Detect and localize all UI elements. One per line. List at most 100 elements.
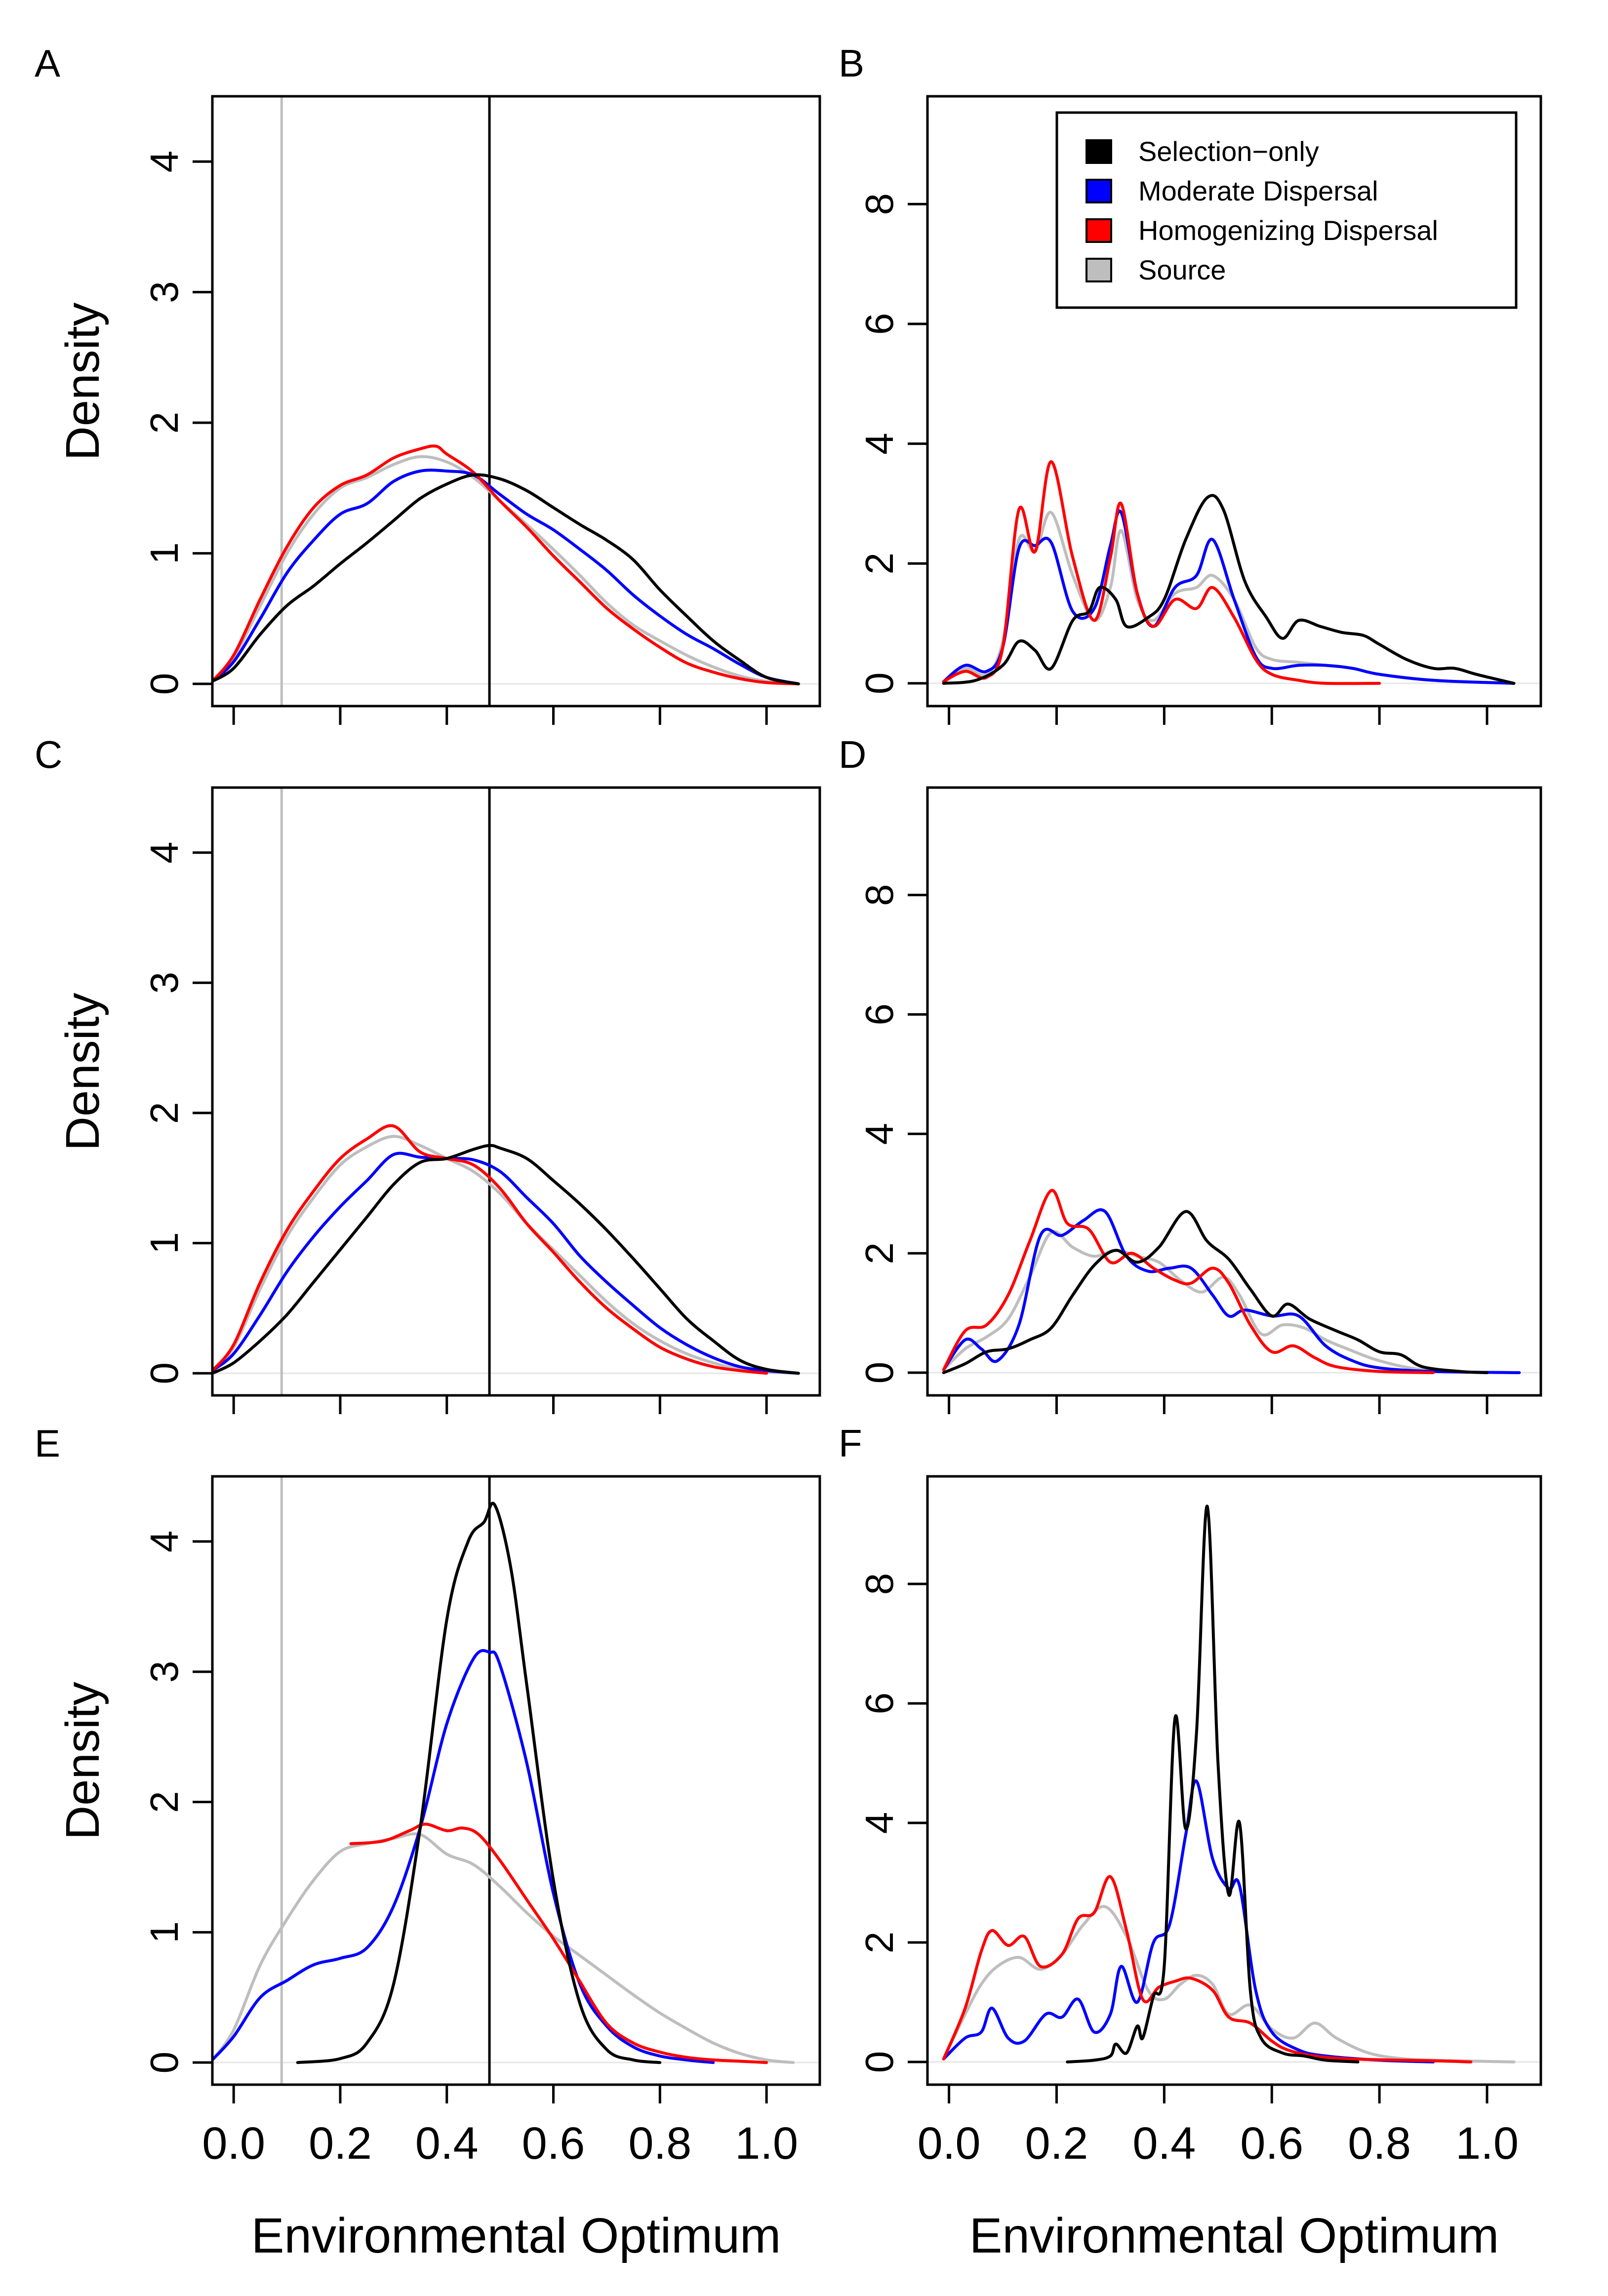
density-curve-d-source <box>942 1230 1489 1374</box>
panel-f: F 0 2 4 6 8 0.0 0.2 0.4 0.6 0.8 1.0 Environmental Op… <box>839 1422 1542 2263</box>
density-curve-b-homogenizing-dispersal <box>942 460 1381 685</box>
density-curve-a-moderate-dispersal <box>212 469 800 685</box>
panel-label-a: A <box>35 41 60 85</box>
y-tick-label-d-6: 6 <box>857 1003 901 1026</box>
y-tick-label-d-0: 0 <box>857 1362 901 1384</box>
panel-label-d: D <box>839 733 866 776</box>
y-tick-label-e-2: 2 <box>142 1791 186 1813</box>
panel-label-c: C <box>35 733 62 776</box>
x-tick-label-e-4: 0.8 <box>628 2118 691 2169</box>
density-curve-d-moderate-dispersal <box>942 1208 1521 1374</box>
y-tick-label-f-8: 8 <box>857 1573 901 1595</box>
panel-label-e: E <box>35 1422 60 1465</box>
curves-c <box>212 1124 800 1375</box>
y-tick-label-e-4: 4 <box>142 1531 186 1553</box>
y-tick-label-c-3: 3 <box>142 972 186 994</box>
y-tick-label-d-2: 2 <box>857 1242 901 1265</box>
x-tick-label-e-0: 0.0 <box>202 2118 265 2169</box>
x-axis-title-e: Environmental Optimum <box>251 2208 781 2263</box>
y-tick-label-a-4: 4 <box>142 151 186 173</box>
curves-e <box>212 1502 795 2064</box>
y-tick-label-b-2: 2 <box>857 553 901 575</box>
x-tick-label-e-1: 0.2 <box>309 2118 372 2169</box>
y-tick-label-a-2: 2 <box>142 412 186 434</box>
y-tick-label-c-2: 2 <box>142 1102 186 1124</box>
y-tick-label-f-2: 2 <box>857 1932 901 1954</box>
y-tick-label-c-0: 0 <box>142 1362 186 1385</box>
legend-label-selection-only: Selection−only <box>1138 136 1319 167</box>
density-curve-c-homogenizing-dispersal <box>212 1124 768 1375</box>
panel-a: A 0 1 2 3 4 Density <box>35 41 821 725</box>
legend-box <box>1055 111 1518 309</box>
x-tick-label-e-2: 0.4 <box>415 2118 479 2169</box>
density-curve-b-selection-only <box>942 494 1516 685</box>
density-curve-d-homogenizing-dispersal <box>942 1189 1435 1374</box>
y-tick-label-d-4: 4 <box>857 1123 901 1145</box>
panel-b: B 0 2 4 6 8 <box>839 41 1542 725</box>
panel-e: E 0 1 2 3 4 0.0 0.2 0.4 0.6 0.8 1.0 Density Environme… <box>35 1422 821 2263</box>
density-curve-e-selection-only <box>296 1502 662 2064</box>
legend-swatch-moderate-dispersal <box>1085 179 1112 203</box>
y-tick-label-a-1: 1 <box>142 542 186 564</box>
y-tick-label-b-8: 8 <box>857 193 901 215</box>
x-tick-label-f-5: 1.0 <box>1455 2118 1519 2169</box>
y-tick-label-c-1: 1 <box>142 1232 186 1254</box>
y-axis-title-a: Density <box>56 302 109 460</box>
y-tick-label-e-3: 3 <box>142 1661 186 1683</box>
plot-frame-a <box>211 95 821 708</box>
y-tick-label-f-0: 0 <box>857 2051 901 2073</box>
density-curve-f-source <box>942 1905 1516 2063</box>
y-tick-label-a-3: 3 <box>142 281 186 303</box>
legend-label-moderate-dispersal: Moderate Dispersal <box>1138 175 1378 206</box>
plot-frame-e <box>211 1475 821 2086</box>
y-tick-label-b-4: 4 <box>857 433 901 455</box>
density-curve-c-moderate-dispersal <box>212 1151 800 1375</box>
panel-d: D 0 2 4 6 8 <box>839 733 1542 1414</box>
y-tick-label-b-6: 6 <box>857 313 901 335</box>
y-tick-label-c-4: 4 <box>142 842 186 864</box>
curves-d <box>942 1189 1521 1374</box>
curves-b <box>942 460 1516 685</box>
x-tick-label-f-4: 0.8 <box>1348 2118 1411 2169</box>
y-tick-label-e-0: 0 <box>142 2052 186 2074</box>
x-tick-label-f-0: 0.0 <box>918 2118 981 2169</box>
x-tick-label-f-2: 0.4 <box>1132 2118 1196 2169</box>
y-tick-label-b-0: 0 <box>857 673 901 695</box>
density-curve-e-homogenizing-dispersal <box>578 1980 768 2064</box>
density-curve-a-source <box>212 455 800 685</box>
density-curve-c-selection-only <box>212 1144 800 1375</box>
density-curve-e-moderate-dispersal <box>212 1649 715 2064</box>
density-curve-a-homogenizing-dispersal <box>212 444 800 685</box>
y-tick-label-f-6: 6 <box>857 1693 901 1715</box>
y-axis-title-e: Density <box>56 1682 109 1840</box>
legend-swatch-source <box>1085 258 1112 282</box>
legend: Selection−only Moderate Dispersal Homogeni… <box>1055 111 1518 309</box>
density-curve-d-selection-only <box>942 1210 1489 1374</box>
legend-label-source: Source <box>1138 254 1226 285</box>
x-axis-title-f: Environmental Optimum <box>969 2208 1499 2263</box>
y-tick-label-e-1: 1 <box>142 1921 186 1943</box>
x-tick-label-e-3: 0.6 <box>522 2118 585 2169</box>
plot-frame-d <box>926 786 1542 1397</box>
legend-swatch-selection-only <box>1085 139 1112 164</box>
panel-label-f: F <box>839 1422 862 1465</box>
legend-label-homogenizing-dispersal: Homogenizing Dispersal <box>1138 215 1438 246</box>
panel-label-b: B <box>839 41 864 85</box>
y-tick-label-a-0: 0 <box>142 673 186 695</box>
panel-c: C 0 1 2 3 4 Density <box>35 733 821 1414</box>
density-curve-e-homogenizing-dispersal <box>349 1822 582 1983</box>
density-curve-a-selection-only <box>212 473 800 685</box>
density-curve-f-homogenizing-dispersal <box>942 1875 1473 2063</box>
y-tick-label-f-4: 4 <box>857 1812 901 1834</box>
plot-frame-c <box>211 786 821 1397</box>
y-axis-title-c: Density <box>56 992 109 1150</box>
density-curve-c-source <box>212 1135 800 1375</box>
density-curve-f-selection-only <box>1066 1504 1360 2063</box>
x-tick-label-e-5: 1.0 <box>735 2118 798 2169</box>
density-curve-e-source <box>212 1832 795 2064</box>
plot-frame-f <box>926 1475 1542 2086</box>
density-curve-f-moderate-dispersal <box>942 1779 1435 2063</box>
panels-group: A 0 1 2 3 4 Density B 0 2 4 6 8 C 0 1 2 3 4 Density D 0 2 4 6 8 E 0… <box>35 41 1542 2263</box>
y-tick-label-d-8: 8 <box>857 884 901 906</box>
